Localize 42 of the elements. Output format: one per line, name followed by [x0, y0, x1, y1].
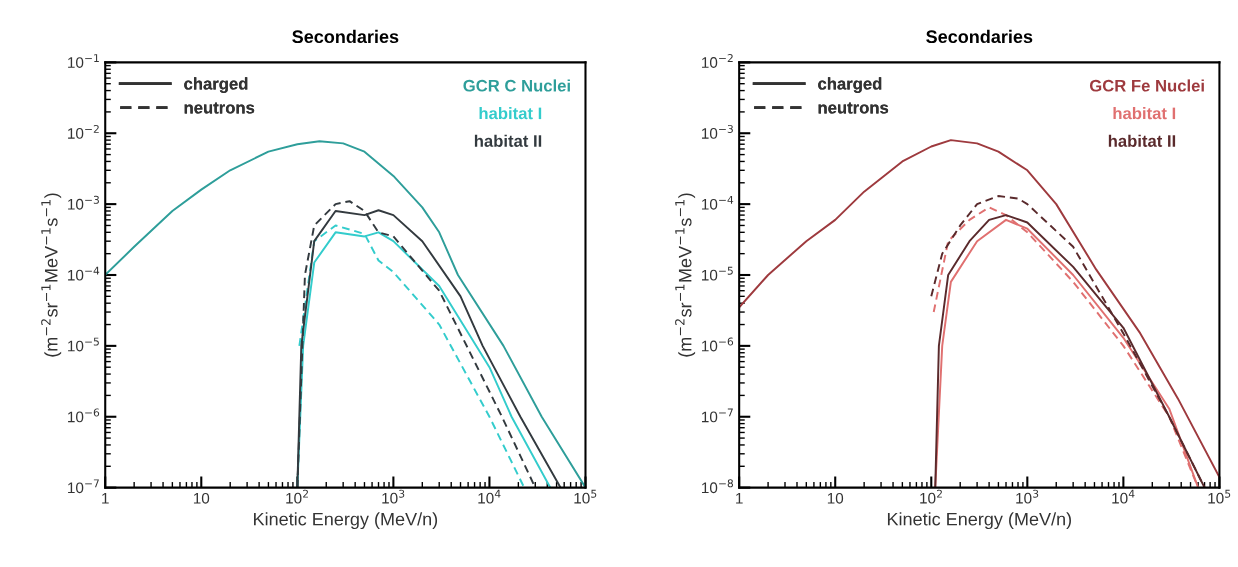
y-tick-label: 10$^{−4}$ [702, 195, 734, 210]
y-tick-label: 10$^{−5}$ [68, 337, 99, 352]
text: habitat II [1108, 134, 1176, 147]
x-tick-label: 1 [736, 493, 743, 504]
y-tick-label: 10$^{−6}$ [702, 337, 734, 352]
y-tick-label: 10$^{−2}$ [702, 54, 733, 68]
chart-title: Secondaries [926, 29, 1033, 44]
annotation: charged [818, 77, 882, 93]
y-tick-label: 10$^{−3}$ [702, 124, 733, 139]
x-tick-label: 10$^{4}$ [478, 489, 501, 504]
text: habitat I [1113, 107, 1176, 120]
x-tick-label: 10 [827, 492, 844, 504]
x-tick-label: 10 [193, 492, 210, 504]
y-tick-label: 10$^{−4}$ [68, 266, 100, 281]
x-tick-label: 1 [102, 493, 109, 504]
y-tick-label: 10$^{−7}$ [68, 479, 99, 494]
text: (m$^{−2}$sr$^{−1}$MeV$^{−1}$s$^{−1}$) [41, 193, 62, 357]
annotation: neutrons [184, 102, 255, 114]
text: (m$^{−2}$sr$^{−1}$MeV$^{−1}$s$^{−1}$) [675, 193, 696, 357]
x-tick-label: 10$^{3}$ [1016, 489, 1039, 504]
x-tick-label: 10$^{2}$ [286, 489, 308, 504]
text: GCR C Nuclei [463, 79, 570, 92]
x-tick-label: 10$^{5}$ [574, 489, 597, 504]
y-tick-label: 10$^{−7}$ [702, 408, 733, 423]
annotation: neutrons [818, 102, 889, 114]
y-tick-label: 10$^{−5}$ [702, 266, 733, 281]
x-axis-title: Kinetic Energy (MeV/n) [887, 512, 1072, 530]
y-tick-label: 10$^{−3}$ [68, 195, 99, 210]
chart-title: Secondaries [292, 29, 399, 44]
x-tick-label: 10$^{4}$ [1112, 489, 1135, 504]
x-tick-label: 10$^{3}$ [382, 489, 405, 504]
x-tick-label: 10$^{5}$ [1208, 489, 1231, 504]
text: habitat I [479, 107, 542, 120]
y-tick-label: 10$^{−2}$ [68, 124, 99, 139]
y-tick-label: 10$^{−1}$ [68, 54, 99, 68]
text: GCR Fe Nuclei [1089, 79, 1204, 92]
x-axis-title: Kinetic Energy (MeV/n) [254, 512, 438, 530]
annotation: charged [184, 77, 248, 93]
x-tick-label: 10$^{2}$ [920, 489, 942, 504]
y-tick-label: 10$^{−8}$ [702, 479, 734, 494]
y-tick-label: 10$^{−6}$ [68, 408, 100, 423]
text: habitat II [474, 134, 542, 147]
